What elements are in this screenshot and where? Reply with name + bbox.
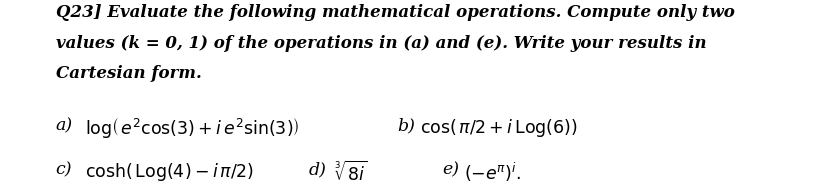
Text: Cartesian form.: Cartesian form.	[55, 65, 201, 83]
Text: $\left(-e^{\pi}\right)^{i}.$: $\left(-e^{\pi}\right)^{i}.$	[464, 161, 521, 184]
Text: Q23] Evaluate the following mathematical operations. Compute only two: Q23] Evaluate the following mathematical…	[55, 4, 734, 21]
Text: d): d)	[308, 161, 326, 178]
Text: $\sqrt[3]{8i}$: $\sqrt[3]{8i}$	[334, 161, 367, 185]
Text: $\mathrm{log}\left(\,e^{2}\cos(3) + i\,e^{2}\sin(3)\right)$: $\mathrm{log}\left(\,e^{2}\cos(3) + i\,e…	[85, 117, 299, 141]
Text: $\cos\!\left(\,\pi/2 + i\,\mathrm{Log}(6)\right)$: $\cos\!\left(\,\pi/2 + i\,\mathrm{Log}(6…	[419, 117, 576, 139]
Text: $\cosh\!\left(\,\mathrm{Log}(4) - i\,\pi/2\right)$: $\cosh\!\left(\,\mathrm{Log}(4) - i\,\pi…	[85, 161, 254, 183]
Text: a): a)	[55, 117, 73, 134]
Text: b): b)	[397, 117, 414, 134]
Text: e): e)	[442, 161, 458, 178]
Text: c): c)	[55, 161, 72, 178]
Text: values (k = 0, 1) of the operations in (a) and (e). Write your results in: values (k = 0, 1) of the operations in (…	[55, 35, 705, 51]
